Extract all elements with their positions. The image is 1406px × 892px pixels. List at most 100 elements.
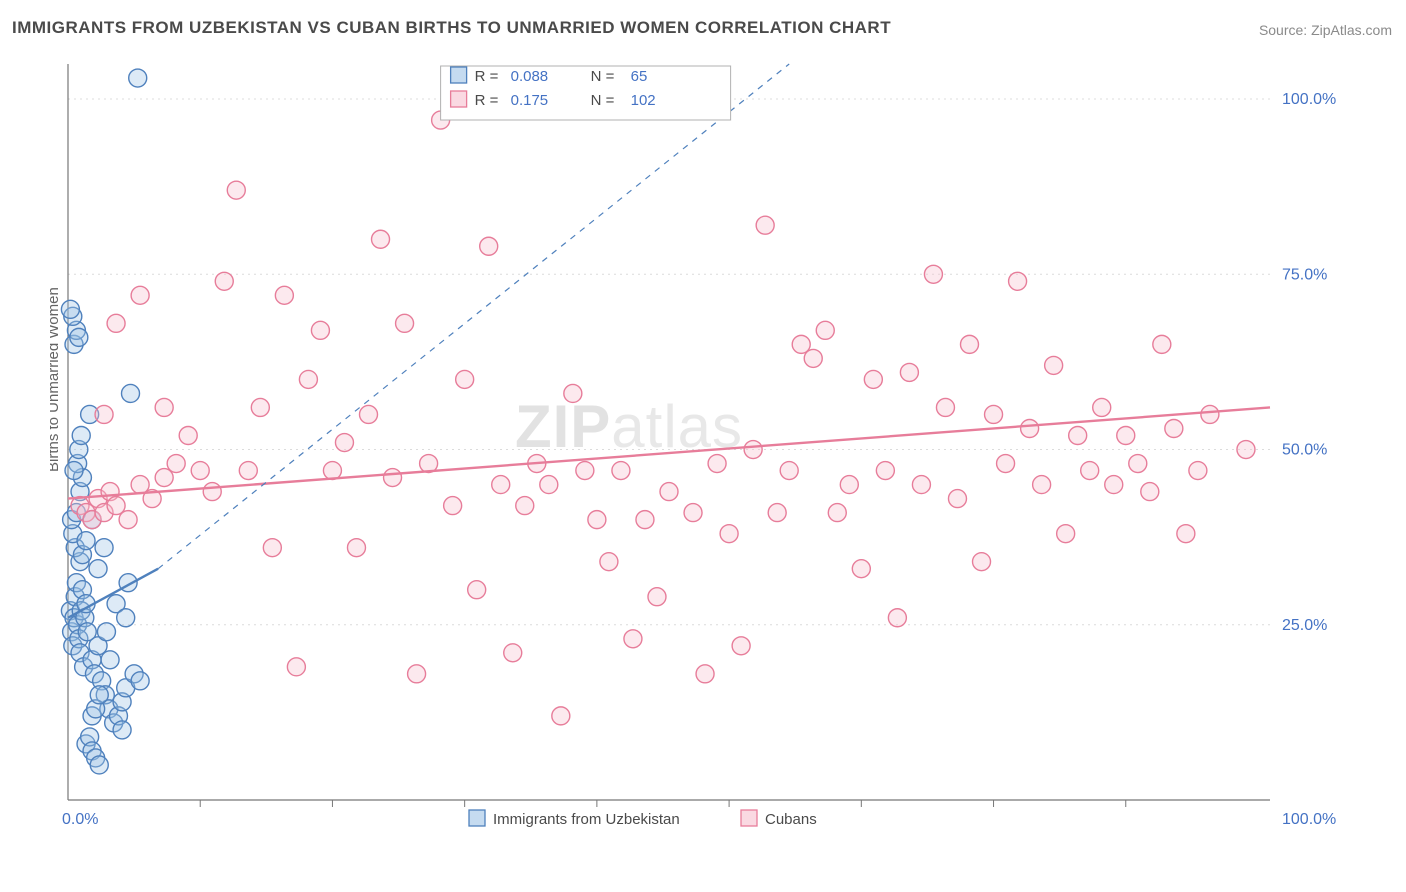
chart-title: IMMIGRANTS FROM UZBEKISTAN VS CUBAN BIRT… [12, 18, 891, 38]
point-cubans [1129, 455, 1147, 473]
point-uzbekistan [117, 609, 135, 627]
point-uzbekistan [101, 651, 119, 669]
source-attribution: Source: ZipAtlas.com [1259, 22, 1392, 38]
point-cubans [239, 462, 257, 480]
point-cubans [480, 237, 498, 255]
point-uzbekistan [122, 384, 140, 402]
point-cubans [708, 455, 726, 473]
legend-n-label: N = [591, 92, 615, 109]
legend-swatch-uzbekistan [451, 67, 467, 83]
point-cubans [900, 363, 918, 381]
point-cubans [696, 665, 714, 683]
point-cubans [335, 434, 353, 452]
point-cubans [516, 497, 534, 515]
point-uzbekistan [129, 69, 147, 87]
point-cubans [408, 665, 426, 683]
point-cubans [1057, 525, 1075, 543]
x-origin-label: 0.0% [62, 811, 98, 828]
point-cubans [600, 553, 618, 571]
point-cubans [1141, 483, 1159, 501]
point-cubans [299, 370, 317, 388]
legend-bottom-swatch-cubans [741, 810, 757, 826]
point-cubans [732, 637, 750, 655]
y-tick-label: 100.0% [1282, 91, 1336, 108]
point-cubans [1069, 427, 1087, 445]
legend-n-uzbekistan: 65 [631, 68, 648, 85]
legend-n-label: N = [591, 68, 615, 85]
point-uzbekistan [90, 756, 108, 774]
point-uzbekistan [89, 560, 107, 578]
y-tick-label: 25.0% [1282, 617, 1327, 634]
point-cubans [167, 455, 185, 473]
point-cubans [492, 476, 510, 494]
point-cubans [504, 644, 522, 662]
y-tick-label: 50.0% [1282, 442, 1327, 459]
point-cubans [468, 581, 486, 599]
point-cubans [840, 476, 858, 494]
point-cubans [372, 230, 390, 248]
point-cubans [215, 272, 233, 290]
point-cubans [648, 588, 666, 606]
point-cubans [1165, 419, 1183, 437]
point-cubans [1105, 476, 1123, 494]
trend-uzbekistan-dashed [158, 64, 789, 569]
point-cubans [155, 398, 173, 416]
point-cubans [564, 384, 582, 402]
point-cubans [912, 476, 930, 494]
point-cubans [924, 265, 942, 283]
point-cubans [768, 504, 786, 522]
point-cubans [948, 490, 966, 508]
point-cubans [804, 349, 822, 367]
point-cubans [311, 321, 329, 339]
chart-svg: ZIPatlas25.0%50.0%75.0%100.0%0.0%100.0%B… [50, 60, 1350, 840]
point-cubans [1201, 405, 1219, 423]
point-cubans [1045, 356, 1063, 374]
legend-n-cubans: 102 [631, 92, 656, 109]
point-uzbekistan [95, 539, 113, 557]
point-uzbekistan [131, 672, 149, 690]
scatter-plot: ZIPatlas25.0%50.0%75.0%100.0%0.0%100.0%B… [50, 60, 1350, 840]
legend-r-uzbekistan: 0.088 [511, 68, 549, 85]
point-cubans [888, 609, 906, 627]
point-cubans [251, 398, 269, 416]
point-cubans [1237, 441, 1255, 459]
point-cubans [360, 405, 378, 423]
point-cubans [684, 504, 702, 522]
point-cubans [624, 630, 642, 648]
point-cubans [973, 553, 991, 571]
point-uzbekistan [72, 427, 90, 445]
y-axis-label: Births to Unmarried Women [50, 287, 62, 472]
point-cubans [263, 539, 281, 557]
point-uzbekistan [90, 686, 108, 704]
point-cubans [864, 370, 882, 388]
point-cubans [660, 483, 678, 501]
point-cubans [876, 462, 894, 480]
point-cubans [444, 497, 462, 515]
point-cubans [1093, 398, 1111, 416]
point-cubans [1021, 419, 1039, 437]
point-cubans [131, 286, 149, 304]
point-cubans [985, 405, 1003, 423]
point-cubans [1189, 462, 1207, 480]
point-cubans [612, 462, 630, 480]
point-cubans [384, 469, 402, 487]
point-cubans [588, 511, 606, 529]
point-cubans [203, 483, 221, 501]
legend-r-cubans: 0.175 [511, 92, 549, 109]
legend-bottom-label-uzbekistan: Immigrants from Uzbekistan [493, 811, 680, 828]
point-cubans [323, 462, 341, 480]
point-uzbekistan [77, 532, 95, 550]
legend-bottom-label-cubans: Cubans [765, 811, 817, 828]
point-uzbekistan [78, 623, 96, 641]
point-uzbekistan [65, 462, 83, 480]
legend-swatch-cubans [451, 91, 467, 107]
point-cubans [275, 286, 293, 304]
point-cubans [456, 370, 474, 388]
point-cubans [780, 462, 798, 480]
point-cubans [997, 455, 1015, 473]
point-cubans [1177, 525, 1195, 543]
point-cubans [107, 314, 125, 332]
point-cubans [540, 476, 558, 494]
legend-bottom-swatch-uzbekistan [469, 810, 485, 826]
point-cubans [396, 314, 414, 332]
